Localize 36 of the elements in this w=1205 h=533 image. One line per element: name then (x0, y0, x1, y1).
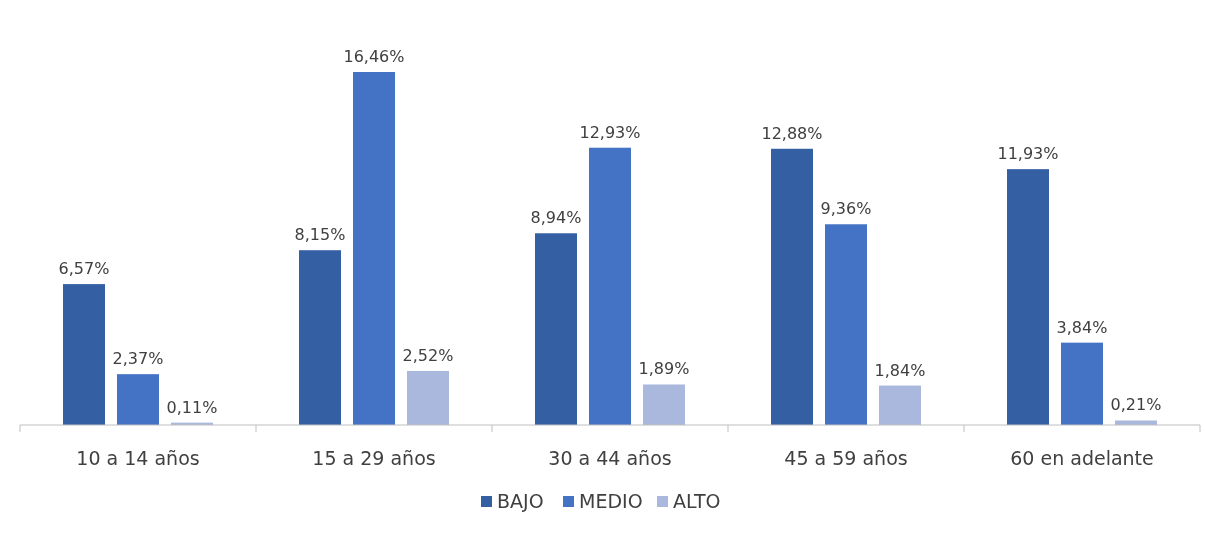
bar (535, 233, 577, 425)
data-label: 0,21% (1110, 395, 1162, 415)
data-label: 6,57% (58, 259, 110, 279)
x-tick-label: 10 a 14 años (76, 447, 200, 469)
bar (353, 72, 395, 425)
data-label: 0,11% (166, 397, 218, 417)
x-tick-label: 60 en adelante (1010, 447, 1154, 469)
bar (299, 250, 341, 425)
data-label: 2,52% (402, 345, 454, 365)
data-label: 3,84% (1056, 317, 1108, 337)
x-tick-label: 30 a 44 años (548, 447, 672, 469)
bar (63, 284, 105, 425)
bar (1007, 169, 1049, 425)
bar (1061, 342, 1103, 425)
data-label: 16,46% (343, 47, 405, 66)
bar (117, 374, 159, 425)
data-label: 1,89% (638, 359, 690, 379)
legend-label: ALTO (673, 490, 721, 512)
legend-label: MEDIO (579, 490, 643, 512)
x-tick-label: 15 a 29 años (312, 447, 436, 469)
bar (879, 385, 921, 425)
data-label: 12,93% (579, 122, 641, 142)
data-label: 11,93% (997, 144, 1059, 164)
data-label: 12,88% (761, 123, 823, 143)
bar (771, 148, 813, 425)
bar (643, 384, 685, 425)
data-label: 2,37% (112, 349, 164, 369)
data-label: 1,84% (874, 360, 926, 380)
data-label: 8,15% (294, 225, 346, 245)
data-label: 8,94% (530, 208, 582, 228)
bar (589, 147, 631, 425)
x-tick-label: 45 a 59 años (784, 447, 908, 469)
bar (825, 224, 867, 425)
data-label: 9,36% (820, 199, 872, 219)
legend-label: BAJO (497, 490, 544, 512)
bar (407, 370, 449, 425)
